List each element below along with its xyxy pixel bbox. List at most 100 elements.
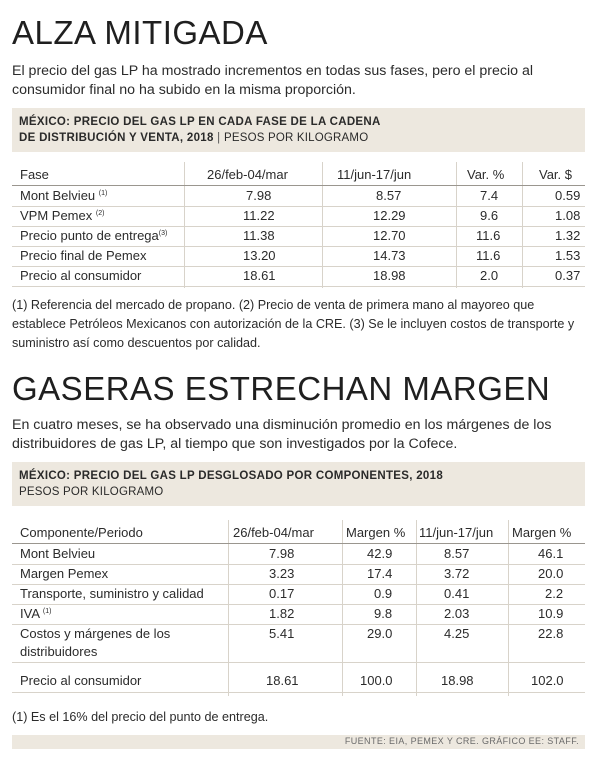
cell-period2: 8.57 [376,188,402,203]
row-footnote-ref: (1) [42,608,52,615]
row-label: Mont Belvieu [20,546,96,561]
cell-var-pct: 11.6 [476,228,501,243]
table2-header-period2: 11/jun-17/jun [419,525,494,540]
row-label: Transporte, suministro y calidad [20,586,204,601]
cell-period2: 4.25 [444,626,470,641]
row-label: Precio al consumidor [20,673,142,688]
cell-period1: 11.22 [243,208,275,223]
cell-period1: 5.41 [269,626,295,641]
cell-period1: 7.98 [269,546,295,561]
row-footnote-ref: (3) [158,230,168,237]
table2-units: PESOS POR KILOGRAMO [19,486,164,498]
table1-header-var-pct: Var. % [467,167,505,182]
cell-margin1: 100.0 [360,673,393,688]
table1-footnotes: (1) Referencia del mercado de propano. (… [12,298,575,350]
row-label: Precio final de Pemex [20,248,147,263]
headline-alza-mitigada: ALZA MITIGADA [12,14,268,51]
cell-period1: 7.98 [246,188,272,203]
table2-header-component: Componente/Periodo [20,525,143,540]
table-row: Mont Belvieu (1) 7.98 8.57 7.4 0.59 [12,186,585,207]
cell-period1: 13.20 [243,248,276,263]
cell-margin2: 46.1 [538,546,564,561]
table-row: Precio al consumidor 18.61 18.98 2.0 0.3… [12,266,585,287]
cell-var-pesos: 1.53 [555,248,581,263]
cell-period2: 12.29 [373,208,406,223]
table2-title: México: precio del gas LP desglosado por… [19,468,443,500]
row-footnote-ref: (2) [95,210,105,217]
source-footer: FUENTE: EIA, PEMEX Y CRE. GRÁFICO EE: ST… [12,735,585,749]
cell-period2: 18.98 [441,673,474,688]
table2-header-margin2: Margen % [512,525,572,540]
cell-period2: 14.73 [373,248,406,263]
table1: Fase 26/feb-04/mar 11/jun-17/jun Var. % … [12,162,585,288]
row-label: Precio al consumidor [20,268,142,283]
table1-title-separator: | [217,132,221,144]
cell-period1: 1.82 [269,606,295,621]
table-row: Costos y márgenes de los distribuidores … [12,624,585,663]
lead-paragraph-1: El precio del gas LP ha mostrado increme… [12,63,534,98]
table1-title-line1: México: precio del gas LP en cada fase d… [19,116,381,128]
table1-header-row: Fase 26/feb-04/mar 11/jun-17/jun Var. % … [12,164,585,186]
table-row: Precio final de Pemex 13.20 14.73 11.6 1… [12,246,585,267]
cell-period1: 18.61 [243,268,276,283]
row-label: VPM Pemex [20,208,93,223]
table1-header-period2: 11/jun-17/jun [337,167,412,182]
table-row: Margen Pemex 3.23 17.4 3.72 20.0 [12,564,585,585]
cell-margin2: 22.8 [538,626,564,641]
cell-margin2: 20.0 [538,566,564,581]
cell-margin1: 0.9 [374,586,393,601]
cell-var-pesos: 0.37 [555,268,581,283]
cell-margin1: 9.8 [374,606,393,621]
table1-header-fase: Fase [20,167,49,182]
cell-var-pct: 7.4 [480,188,499,203]
table-row: IVA (1) 1.82 9.8 2.03 10.9 [12,604,585,625]
cell-period2: 2.03 [444,606,470,621]
cell-period2: 3.72 [444,566,470,581]
cell-period1: 0.17 [269,586,295,601]
table1-title-line2: de distribución y venta, 2018 [19,132,214,144]
source-credit: FUENTE: EIA, PEMEX Y CRE. GRÁFICO EE: ST… [344,736,579,746]
cell-period1: 3.23 [269,566,295,581]
cell-var-pct: 2.0 [480,268,499,283]
row-label: Precio punto de entrega [20,228,159,243]
cell-period2: 12.70 [373,228,406,243]
cell-var-pesos: 1.32 [555,228,581,243]
table-row: Transporte, suministro y calidad 0.17 0.… [12,584,585,605]
table1-title: México: precio del gas LP en cada fase d… [19,114,381,146]
table1-header-var-pesos: Var. $ [539,167,573,182]
lead-paragraph-2: En cuatro meses, se ha observado una dis… [12,417,552,452]
table2-header-margin1: Margen % [346,525,406,540]
table-row: Precio al consumidor 18.61 100.0 18.98 1… [12,670,585,693]
cell-period1: 18.61 [266,673,299,688]
table2-title-text: México: precio del gas LP desglosado por… [19,470,444,482]
cell-period2: 0.41 [444,586,470,601]
cell-margin2: 2.2 [545,586,564,601]
cell-margin1: 17.4 [367,566,393,581]
row-label: Margen Pemex [20,566,109,581]
table1-header-period1: 26/feb-04/mar [207,167,288,182]
row-label: Costos y márgenes de los [20,626,171,641]
table2-title-band: México: precio del gas LP desglosado por… [12,462,585,506]
table1-units: PESOS POR KILOGRAMO [223,132,369,144]
row-label-line2: distribuidores [20,644,98,659]
cell-var-pct: 11.6 [476,248,501,263]
cell-var-pesos: 0.59 [555,188,581,203]
cell-margin1: 29.0 [367,626,393,641]
table-row: Mont Belvieu 7.98 42.9 8.57 46.1 [12,544,585,565]
cell-margin1: 42.9 [367,546,393,561]
cell-var-pesos: 1.08 [555,208,581,223]
cell-margin2: 10.9 [538,606,564,621]
cell-period1: 11.38 [243,228,275,243]
table2-footnotes: (1) Es el 16% del precio del punto de en… [12,710,269,724]
row-label: IVA [20,606,40,621]
cell-period2: 8.57 [444,546,470,561]
cell-margin2: 102.0 [531,673,564,688]
headline-gaseras-estrechan-margen: GASERAS ESTRECHAN MARGEN [12,370,551,407]
table-row: Precio punto de entrega(3) 11.38 12.70 1… [12,226,585,247]
row-label: Mont Belvieu [20,188,96,203]
table2-header-period1: 26/feb-04/mar [233,525,314,540]
table1-title-band: México: precio del gas LP en cada fase d… [12,108,585,152]
cell-period2: 18.98 [373,268,406,283]
table-row: VPM Pemex (2) 11.22 12.29 9.6 1.08 [12,206,585,227]
row-footnote-ref: (1) [98,190,108,197]
